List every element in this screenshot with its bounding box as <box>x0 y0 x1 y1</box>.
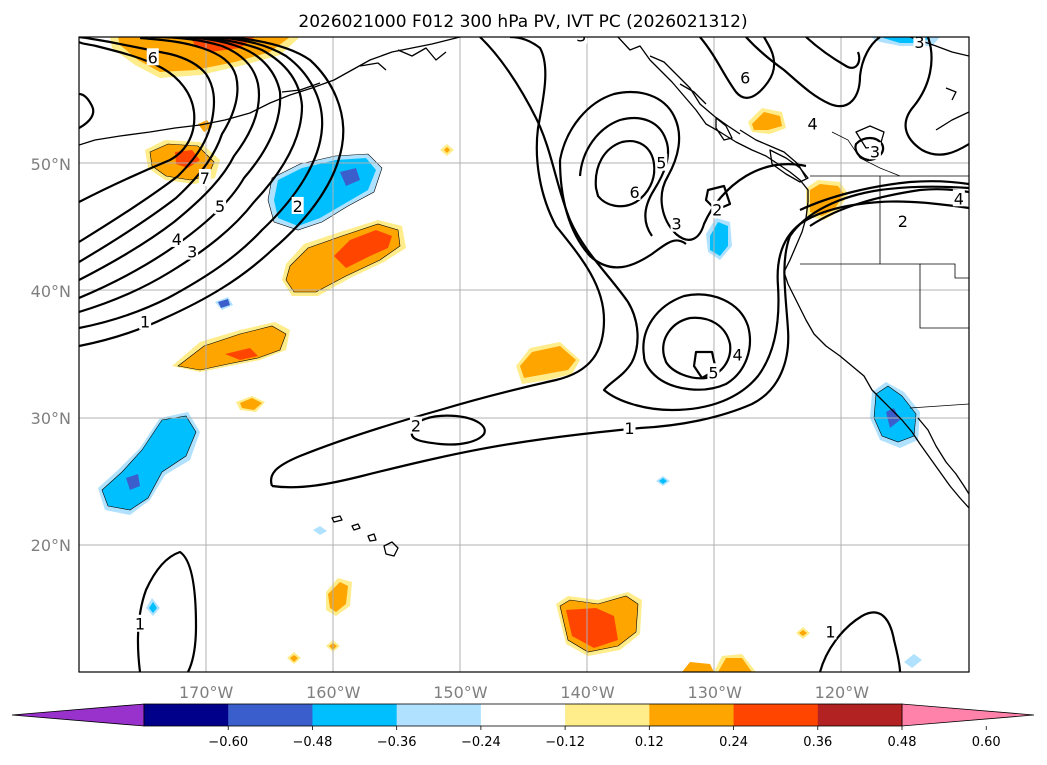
colorbar-tick-label: 0.48 <box>888 735 917 750</box>
contour-label: 6 <box>148 48 158 67</box>
colorbar-tick-label: 0.60 <box>972 735 1001 750</box>
contour-label-bg <box>623 419 636 437</box>
contour-label: 1 <box>140 312 150 331</box>
colorbar-segment <box>733 704 819 726</box>
contour-label-bg <box>731 345 744 363</box>
lon-label-170: 170°W <box>179 683 234 702</box>
contour-label-bg <box>170 229 183 247</box>
contour-label: 4 <box>808 114 818 133</box>
lat-label-30: 30°N <box>31 409 71 428</box>
lon-label-150: 150°W <box>433 683 488 702</box>
contour-label-bg <box>913 37 926 51</box>
contour-label-bg <box>139 312 152 330</box>
contour-label-bg <box>739 68 752 86</box>
contour-label: 2 <box>898 212 908 231</box>
map-title: 2026021000 F012 300 hPa PV, IVT PC (2026… <box>298 12 747 32</box>
contour-label: 5 <box>708 363 718 382</box>
contour-label-bg <box>896 212 909 230</box>
map-frame <box>78 36 970 673</box>
contour-label: 6 <box>630 183 640 202</box>
contour-label-bg <box>198 168 211 186</box>
colorbar-tick-label: −0.48 <box>293 735 333 750</box>
contour-label: 3 <box>576 27 586 46</box>
ivt-contours <box>79 37 969 672</box>
lon-label-160: 160°W <box>306 683 361 702</box>
colorbar-tick-label: −0.12 <box>545 735 585 750</box>
colorbar-tick-label: 0.12 <box>635 735 664 750</box>
colorbar-segment <box>312 704 398 726</box>
contour-label-bg <box>186 242 199 260</box>
contour-label: 4 <box>733 346 743 365</box>
contour-label: 3 <box>870 142 880 161</box>
colorbar-tick-label: 0.24 <box>719 735 748 750</box>
contour-label-bg <box>952 189 965 207</box>
contour-label: 3 <box>914 33 924 52</box>
contour-label-bg <box>806 114 819 132</box>
colorbar-tick-label: −0.60 <box>208 735 248 750</box>
contour-label: 7 <box>200 169 210 188</box>
graticule <box>79 37 969 672</box>
lat-label-40: 40°N <box>31 282 71 301</box>
colorbar-segment <box>649 704 735 726</box>
contour-label-bg <box>575 37 588 44</box>
colorbar-segment <box>228 704 313 726</box>
colorbar-outline <box>143 703 903 727</box>
colorbar-tick-label: −0.24 <box>461 735 501 750</box>
contour-label: 5 <box>215 197 225 216</box>
contour-label: 1 <box>825 622 835 641</box>
contour-label: 2 <box>411 417 421 436</box>
contour-label-bg <box>628 182 641 200</box>
colorbar-segment <box>565 704 650 726</box>
contour-label: 3 <box>187 243 197 262</box>
contour-label-bg <box>409 416 422 434</box>
contour-label: 2 <box>293 197 303 216</box>
colorbar: −0.60 −0.48 −0.36 −0.24 −0.12 0.12 0.24 0.36 0.4… <box>11 703 1035 750</box>
lon-label-120: 120°W <box>815 683 870 702</box>
colorbar-extend-high <box>901 703 1035 727</box>
lat-label-20: 20°N <box>31 536 71 555</box>
colorbar-tick-label: −0.36 <box>377 735 417 750</box>
contour-label-bg <box>655 153 668 171</box>
contour-label: 4 <box>954 189 964 208</box>
contour-label-bg <box>670 214 683 232</box>
contour-label: 1 <box>624 419 634 438</box>
contour-label-bg <box>868 142 881 160</box>
contour-label: 6 <box>740 69 750 88</box>
contour-label-bg <box>707 363 720 381</box>
lon-label-130: 130°W <box>688 683 743 702</box>
contour-label-bg <box>146 48 159 66</box>
contour-label-bg <box>824 622 837 640</box>
colorbar-segment <box>144 704 229 726</box>
contour-label-bg <box>711 200 724 218</box>
colorbar-tick-label: 0.36 <box>803 735 832 750</box>
lat-label-50: 50°N <box>31 155 71 174</box>
latitude-labels: 50°N 40°N 30°N 20°N <box>31 155 71 555</box>
contour-label: 5 <box>656 154 666 173</box>
colorbar-segment <box>817 704 903 726</box>
contour-label-bg <box>291 196 304 214</box>
contour-label: 1 <box>135 615 145 634</box>
contour-label: 2 <box>712 201 722 220</box>
longitude-labels: 170°W 160°W 150°W 140°W 130°W 120°W <box>179 683 869 702</box>
contour-label: 3 <box>671 215 681 234</box>
coastlines <box>79 37 969 557</box>
lon-label-140: 140°W <box>560 683 615 702</box>
colorbar-segment <box>480 704 566 726</box>
contour-label-bg <box>214 196 227 214</box>
colorbar-segment <box>396 704 482 726</box>
colorbar-extend-low <box>11 703 145 727</box>
contour-label-bg <box>134 614 147 632</box>
contour-label: 4 <box>172 230 182 249</box>
